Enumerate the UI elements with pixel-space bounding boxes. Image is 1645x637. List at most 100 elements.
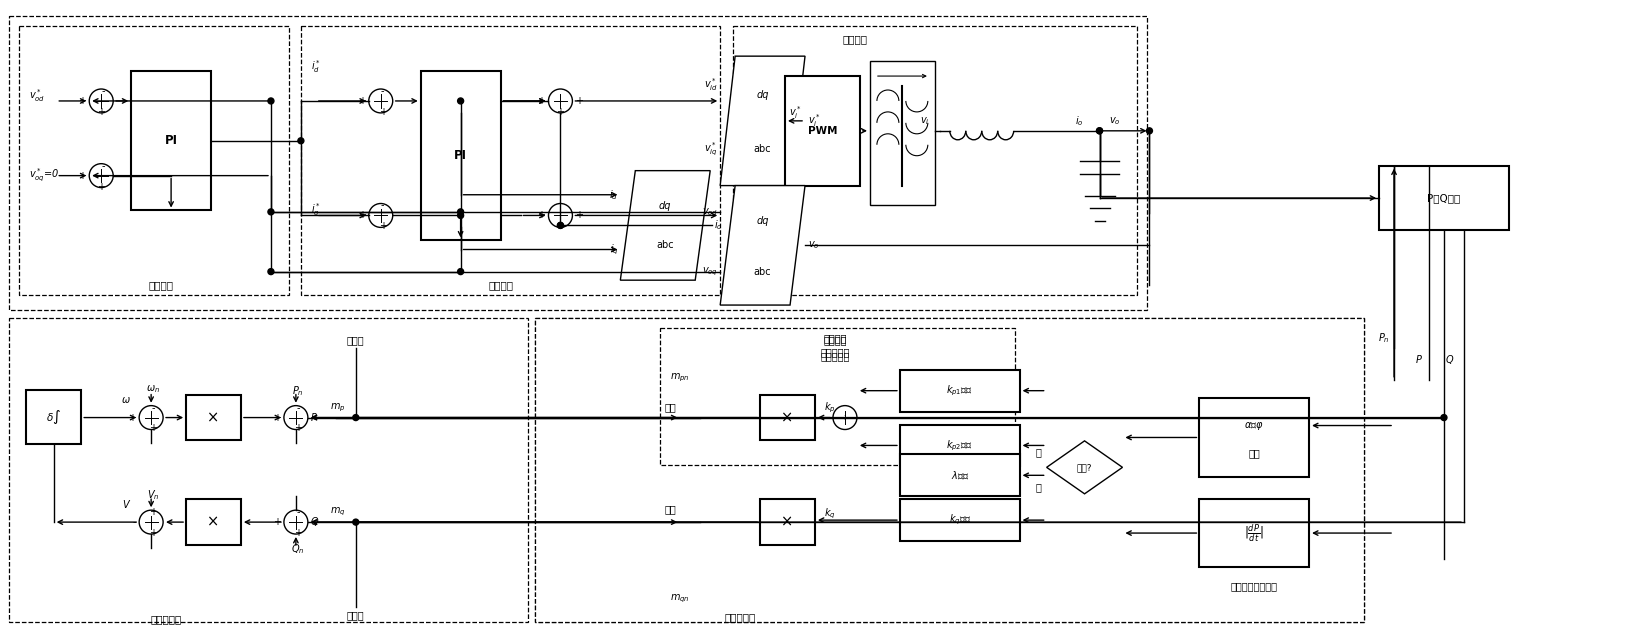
Text: 下垂因子: 下垂因子 [822,333,847,343]
Bar [1199,397,1309,477]
Circle shape [1097,128,1102,134]
Circle shape [457,269,464,275]
Text: +: + [79,171,86,181]
Text: 启动: 启动 [665,403,676,413]
Bar [760,499,814,545]
Bar [301,26,721,295]
Bar [10,17,1148,310]
Text: +: + [556,107,564,117]
Text: 计算: 计算 [1249,448,1260,459]
Text: -: - [151,403,155,413]
Text: 不启动: 不启动 [347,610,365,620]
Text: +: + [97,107,105,117]
Text: $v_{oq}$: $v_{oq}$ [702,266,719,278]
Text: P、Q计算: P、Q计算 [1428,193,1461,203]
Text: +: + [79,96,86,106]
Text: $k_q$: $k_q$ [824,507,836,521]
Text: +: + [576,96,584,106]
Text: 电流内环: 电流内环 [489,280,513,290]
Text: +: + [357,210,365,220]
Text: $V$: $V$ [122,498,132,510]
Text: $v^*_{iq}$: $v^*_{iq}$ [704,141,719,158]
Text: -: - [102,161,105,171]
Text: P: P [311,413,317,422]
Text: 下垂控制环: 下垂控制环 [150,613,181,624]
Circle shape [457,213,464,218]
Text: PWM: PWM [808,126,837,136]
Text: $k_{p1}$计算: $k_{p1}$计算 [946,383,974,398]
Text: +: + [150,507,158,517]
Text: -: - [382,86,385,96]
Bar [660,328,1015,466]
Polygon shape [721,56,804,185]
Text: -: - [382,201,385,210]
Bar [10,318,528,622]
Text: $i_d$: $i_d$ [609,188,619,202]
Circle shape [558,222,564,229]
Text: +: + [538,210,546,220]
Text: $|\frac{dP}{dt}|$: $|\frac{dP}{dt}|$ [1244,522,1265,544]
Text: 下垂因子: 下垂因子 [822,335,847,345]
Text: +: + [378,222,387,231]
Text: abc: abc [656,240,674,250]
Text: Q: Q [1444,355,1453,365]
Circle shape [457,209,464,215]
Text: $\omega_n$: $\omega_n$ [146,383,160,394]
Text: +: + [128,413,137,422]
Text: 启动: 启动 [665,504,676,514]
Circle shape [1441,415,1448,420]
Text: ÷: ÷ [841,413,849,422]
Text: $V_n$: $V_n$ [146,489,160,502]
Text: $m_{qn}$: $m_{qn}$ [671,592,689,605]
Text: $k_{p2}$计算: $k_{p2}$计算 [946,438,974,453]
Text: ×: × [207,410,220,425]
Text: $i^*_q$: $i^*_q$ [311,202,321,219]
Bar [186,499,240,545]
Text: 自适应控制: 自适应控制 [724,612,755,622]
Text: $i_q$: $i_q$ [610,242,619,257]
Bar [660,328,1015,466]
Text: +: + [538,96,546,106]
Text: $\delta$$\int$: $\delta$$\int$ [46,408,61,426]
Text: $i_o$: $i_o$ [714,218,722,233]
Text: $v^*_i$: $v^*_i$ [788,104,801,121]
Text: +: + [294,424,303,434]
Bar [734,26,1137,295]
Circle shape [457,98,464,104]
Text: $i^*_d$: $i^*_d$ [311,58,321,75]
Bar [900,369,1020,412]
Text: +: + [273,413,281,422]
Text: 自适应调节: 自适应调节 [821,347,850,357]
Text: 是: 是 [1036,482,1041,492]
Text: +: + [556,222,564,231]
Text: $m_q$: $m_q$ [331,506,345,519]
Circle shape [352,519,359,525]
Text: $v_i$: $v_i$ [920,115,929,127]
Text: $i_o$: $i_o$ [1076,114,1084,128]
Bar [421,71,500,240]
Bar [900,424,1020,466]
Text: $\omega$: $\omega$ [122,395,132,404]
Circle shape [268,98,275,104]
Text: $v^*_i$: $v^*_i$ [808,113,821,129]
Text: $m_{pn}$: $m_{pn}$ [671,371,689,384]
Text: 暂态事件启动检测: 暂态事件启动检测 [1230,581,1278,591]
Text: ×: × [781,515,793,529]
Text: $k_q$计算: $k_q$计算 [949,513,971,527]
Text: -: - [296,403,299,413]
Text: $v^*_{od}$: $v^*_{od}$ [30,87,46,104]
Bar [870,61,934,206]
Text: 否: 否 [1036,447,1041,457]
Text: 并网电路: 并网电路 [842,34,867,44]
Bar [900,499,1020,541]
Bar [132,71,211,210]
Text: +: + [150,424,158,434]
Circle shape [352,415,359,420]
Text: +: + [273,517,281,527]
Bar [1379,166,1508,231]
Text: abc: abc [753,145,772,154]
Text: 自适应调节: 自适应调节 [821,351,850,361]
Bar [20,26,290,295]
Text: abc: abc [753,267,772,276]
Text: $\alpha$、$\varphi$: $\alpha$、$\varphi$ [1245,420,1263,431]
